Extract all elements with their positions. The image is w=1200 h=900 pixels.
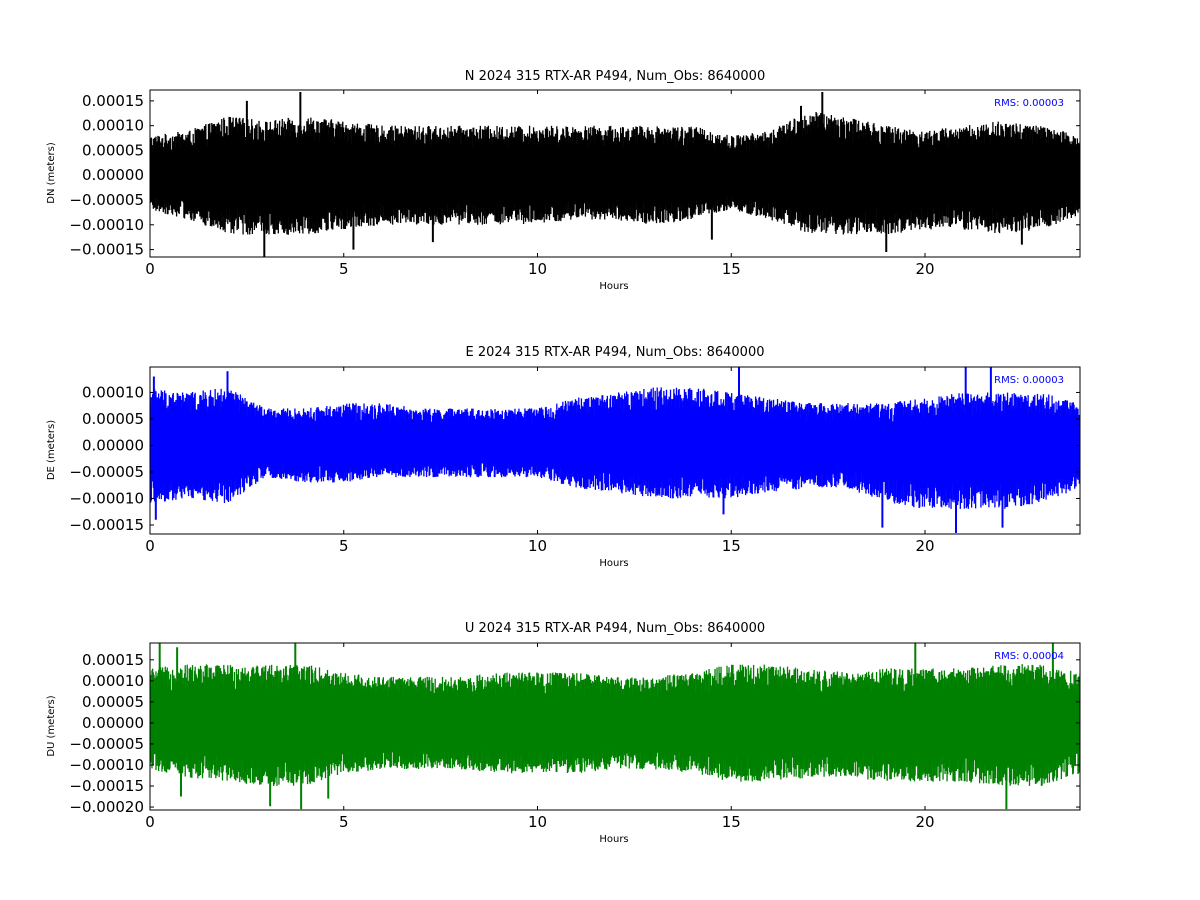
y-tick-label: −0.00010 <box>69 216 144 234</box>
panel-east: E 2024 315 RTX-AR P494, Num_Obs: 8640000… <box>46 345 1081 569</box>
x-tick-label: 15 <box>722 537 741 555</box>
y-tick-label: −0.00015 <box>69 241 144 259</box>
panel-up: U 2024 315 RTX-AR P494, Num_Obs: 8640000… <box>46 621 1081 845</box>
y-tick-label: −0.00005 <box>69 191 144 209</box>
y-tick-label: −0.00015 <box>69 777 144 795</box>
y-axis-label: DN (meters) <box>46 142 57 204</box>
x-tick-label: 15 <box>722 813 741 831</box>
y-tick-label: 0.00000 <box>82 166 144 184</box>
axes-frame <box>149 89 1081 258</box>
y-tick-label: −0.00010 <box>69 489 144 507</box>
x-tick-label: 10 <box>528 260 547 278</box>
x-axis-label: Hours <box>599 281 628 292</box>
y-tick-label: 0.00005 <box>82 141 144 159</box>
x-tick-label: 20 <box>915 813 934 831</box>
y-tick-label: 0.00010 <box>82 672 144 690</box>
y-tick-label: 0.00015 <box>82 651 144 669</box>
x-tick-label: 10 <box>528 537 547 555</box>
x-tick-label: 0 <box>145 813 155 831</box>
y-tick-label: 0.00005 <box>82 693 144 711</box>
y-tick-label: −0.00020 <box>69 798 144 816</box>
rms-label: RMS: 0.00003 <box>994 98 1064 109</box>
y-tick-label: 0.00000 <box>82 436 144 454</box>
x-tick-label: 0 <box>145 260 155 278</box>
x-tick-label: 20 <box>915 260 934 278</box>
y-tick-label: 0.00010 <box>82 383 144 401</box>
x-tick-label: 10 <box>528 813 547 831</box>
y-tick-label: 0.00000 <box>82 714 144 732</box>
y-tick-label: −0.00005 <box>69 735 144 753</box>
y-tick-label: 0.00010 <box>82 117 144 135</box>
y-tick-label: −0.00005 <box>69 463 144 481</box>
x-tick-label: 15 <box>722 260 741 278</box>
y-tick-label: −0.00015 <box>69 516 144 534</box>
panel-north: N 2024 315 RTX-AR P494, Num_Obs: 8640000… <box>46 69 1081 292</box>
series-line <box>150 664 1080 787</box>
panel-title: U 2024 315 RTX-AR P494, Num_Obs: 8640000 <box>465 621 765 636</box>
panel-title: N 2024 315 RTX-AR P494, Num_Obs: 8640000 <box>465 69 765 84</box>
y-axis-label: DU (meters) <box>46 695 57 756</box>
series-line <box>150 111 1080 235</box>
y-tick-label: 0.00015 <box>82 92 144 110</box>
axes-frame <box>149 642 1081 811</box>
y-tick-label: −0.00010 <box>69 756 144 774</box>
x-tick-label: 5 <box>339 813 349 831</box>
axes-frame <box>149 366 1081 535</box>
x-tick-label: 5 <box>339 260 349 278</box>
rms-label: RMS: 0.00004 <box>994 651 1064 662</box>
y-tick-label: 0.00005 <box>82 410 144 428</box>
panel-title: E 2024 315 RTX-AR P494, Num_Obs: 8640000 <box>466 345 765 360</box>
x-axis-label: Hours <box>599 558 628 569</box>
x-tick-label: 5 <box>339 537 349 555</box>
rms-label: RMS: 0.00003 <box>994 375 1064 386</box>
x-tick-label: 20 <box>915 537 934 555</box>
y-axis-label: DE (meters) <box>46 420 57 480</box>
series-line <box>150 387 1080 509</box>
x-tick-label: 0 <box>145 537 155 555</box>
x-axis-label: Hours <box>599 834 628 845</box>
